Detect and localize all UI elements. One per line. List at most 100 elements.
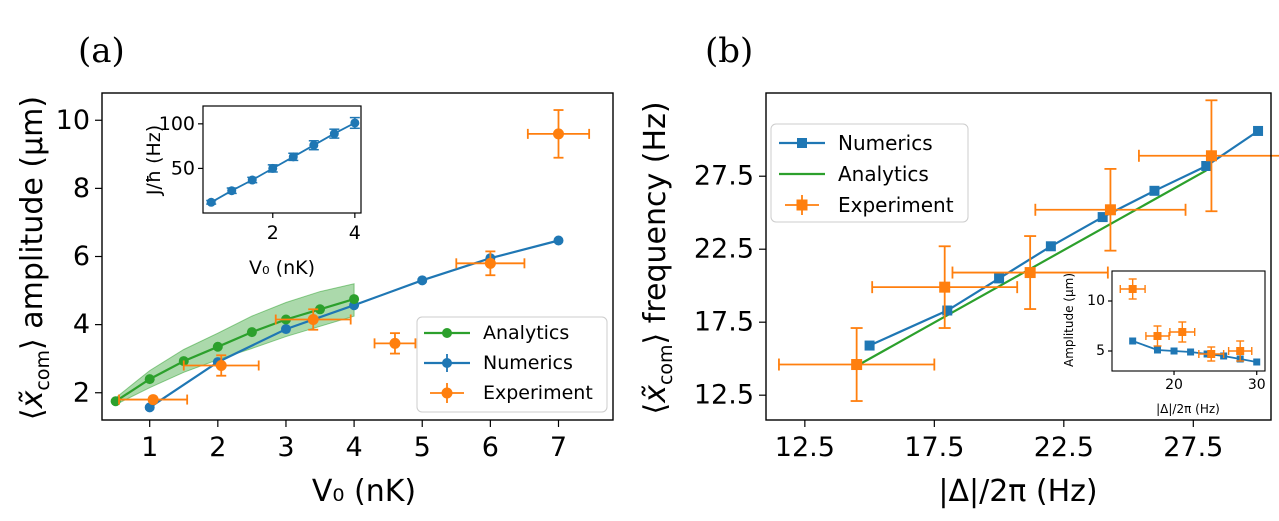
panel-b-legend-analytics: Analytics bbox=[838, 162, 929, 186]
panel-a-ytick-label: 8 bbox=[73, 173, 90, 204]
inset-numerics-point bbox=[1129, 337, 1137, 345]
panel-b-inset-xlabel: |Δ|/2π (Hz) bbox=[1156, 402, 1220, 416]
legend-experiment-marker bbox=[441, 387, 453, 399]
experiment-point bbox=[215, 360, 227, 371]
panel-b-label: (b) bbox=[705, 31, 753, 71]
numerics-point bbox=[1045, 241, 1056, 252]
inset-numerics-point bbox=[1253, 358, 1261, 366]
inset-coupling-point bbox=[206, 197, 216, 207]
inset-coupling-point bbox=[329, 129, 339, 139]
panel-a-inset-xtick-label: 2 bbox=[267, 222, 279, 244]
panel-a-label: (a) bbox=[78, 31, 125, 71]
legend-experiment-marker bbox=[796, 199, 808, 211]
experiment-point bbox=[389, 337, 401, 349]
experiment-point bbox=[939, 281, 951, 293]
experiment-point bbox=[307, 314, 319, 326]
panel-a-legend-symbols bbox=[424, 328, 470, 403]
numerics-point bbox=[553, 235, 564, 246]
panel-a-inset-xtick-label: 4 bbox=[349, 222, 361, 244]
panel-a-inset-ytick-label: 100 bbox=[159, 113, 195, 135]
panel-a-xtick-label: 4 bbox=[345, 432, 362, 463]
experiment-point bbox=[147, 394, 159, 406]
panel-a-ticks: 1 2 3 4 5 6 7 2 4 6 8 10 bbox=[56, 105, 567, 463]
panel-b-inset-ytick-label: 5 bbox=[1096, 343, 1105, 359]
inset-coupling-point bbox=[288, 152, 298, 162]
panel-b-ylabel-rest: ⟩ frequency (Hz) bbox=[638, 101, 673, 344]
panel-b-data-layer bbox=[778, 99, 1279, 402]
panel-a-xtick-label: 5 bbox=[414, 432, 431, 463]
inset-experiment-point bbox=[1178, 328, 1187, 336]
inset-experiment-point bbox=[1207, 350, 1216, 358]
panel-b-legend-numerics: Numerics bbox=[838, 131, 933, 155]
inset-experiment-point bbox=[1128, 285, 1137, 293]
experiment-point bbox=[552, 128, 564, 140]
experiment-point bbox=[484, 257, 496, 269]
experiment-point bbox=[1024, 267, 1036, 279]
panel-b-inset: 20 30 5 10 |Δ|/2π (Hz) Amplitude (μm) bbox=[1062, 270, 1266, 416]
panel-a-inset-xlabel: V₀ (nK) bbox=[249, 257, 315, 279]
panel-b-inset-xtick-label: 20 bbox=[1165, 377, 1183, 393]
panel-b-legend-experiment: Experiment bbox=[838, 193, 954, 217]
inset-coupling-point bbox=[227, 186, 237, 196]
panel-a-ylabel-rest: ⟩ amplitude (μm) bbox=[15, 96, 50, 350]
panel-a-ytick-label: 2 bbox=[73, 377, 90, 408]
panel-a: (a) 1 2 3 4 5 6 7 2 4 6 8 10 V₀ (nK) ⟨x̃com⟩ amplit… bbox=[15, 31, 614, 509]
panel-b: (b) 12.5 17.5 22.5 27.5 12.5 17.5 22.5 27.5 |Δ|… bbox=[638, 31, 1279, 509]
panel-b-ylabel-open: ⟨ bbox=[638, 403, 673, 415]
panel-b-ytick-label: 22.5 bbox=[694, 234, 754, 265]
panel-b-inset-ticks: 20 30 5 10 bbox=[1087, 293, 1265, 393]
inset-numerics-point bbox=[1170, 347, 1178, 355]
panel-a-xtick-label: 1 bbox=[141, 432, 158, 463]
panel-b-ytick-label: 27.5 bbox=[694, 161, 754, 192]
panel-b-ytick-label: 17.5 bbox=[694, 307, 754, 338]
panel-a-inset-ytick-label: 50 bbox=[171, 157, 195, 179]
panel-a-legend: Analytics Numerics Experiment bbox=[416, 316, 608, 413]
numerics-point bbox=[1253, 125, 1264, 136]
panel-a-legend-numerics: Numerics bbox=[483, 352, 573, 374]
numerics-point bbox=[994, 273, 1005, 284]
numerics-point bbox=[942, 305, 953, 316]
panel-b-legend: Numerics Analytics Experiment bbox=[770, 123, 969, 223]
panel-b-xlabel: |Δ|/2π (Hz) bbox=[938, 474, 1097, 509]
inset-coupling-point bbox=[309, 140, 319, 150]
panel-a-ytick-label: 6 bbox=[73, 241, 90, 272]
numerics-point bbox=[1149, 185, 1160, 196]
panel-b-inset-xtick-label: 30 bbox=[1248, 377, 1266, 393]
panel-b-xtick-label: 27.5 bbox=[1163, 432, 1223, 463]
inset-experiment-point bbox=[1153, 332, 1162, 340]
panel-b-ytick-label: 12.5 bbox=[694, 380, 754, 411]
panel-b-inset-ytick-label: 10 bbox=[1087, 293, 1105, 309]
analytics-point bbox=[110, 396, 121, 407]
numerics-point bbox=[864, 340, 875, 351]
panel-a-xtick-label: 2 bbox=[209, 432, 226, 463]
panel-a-ylabel-sub: com bbox=[32, 350, 54, 391]
panel-b-inset-ylabel: Amplitude (μm) bbox=[1062, 273, 1076, 367]
panel-a-xtick-label: 6 bbox=[482, 432, 499, 463]
numerics-point bbox=[280, 324, 291, 335]
panel-b-ylabel-var: x̃ bbox=[638, 385, 673, 404]
inset-coupling-point bbox=[247, 175, 257, 185]
experiment-point bbox=[1104, 204, 1116, 216]
panel-a-xtick-label: 7 bbox=[550, 432, 567, 463]
panel-a-inset-data-layer bbox=[206, 116, 360, 207]
panel-a-xtick-label: 3 bbox=[277, 432, 294, 463]
panel-b-legend-box bbox=[770, 123, 969, 223]
panel-a-legend-experiment: Experiment bbox=[483, 382, 593, 404]
panel-a-inset-frame bbox=[202, 105, 362, 214]
inset-coupling-point bbox=[268, 163, 278, 173]
legend-numerics-marker bbox=[797, 138, 807, 148]
panel-a-inset-ticks: 2 4 50 100 bbox=[159, 113, 361, 244]
inset-numerics-point bbox=[1187, 348, 1195, 356]
inset-experiment-point bbox=[1236, 347, 1245, 355]
numerics-line bbox=[869, 130, 1259, 347]
panel-b-ylabel: ⟨x̃com⟩ frequency (Hz) bbox=[638, 101, 677, 414]
panel-a-inset: 2 4 50 100 V₀ (nK) J/ħ (Hz) bbox=[143, 105, 362, 279]
panel-a-ylabel-var: x̃ bbox=[15, 390, 50, 409]
numerics-point bbox=[1097, 212, 1108, 223]
inset-numerics-point bbox=[1153, 346, 1161, 354]
panel-b-xtick-label: 22.5 bbox=[1034, 432, 1094, 463]
panel-b-axes-frame bbox=[765, 92, 1272, 421]
panel-b-ticks: 12.5 17.5 22.5 27.5 12.5 17.5 22.5 27.5 bbox=[694, 161, 1223, 463]
legend-analytics-marker bbox=[442, 328, 452, 338]
